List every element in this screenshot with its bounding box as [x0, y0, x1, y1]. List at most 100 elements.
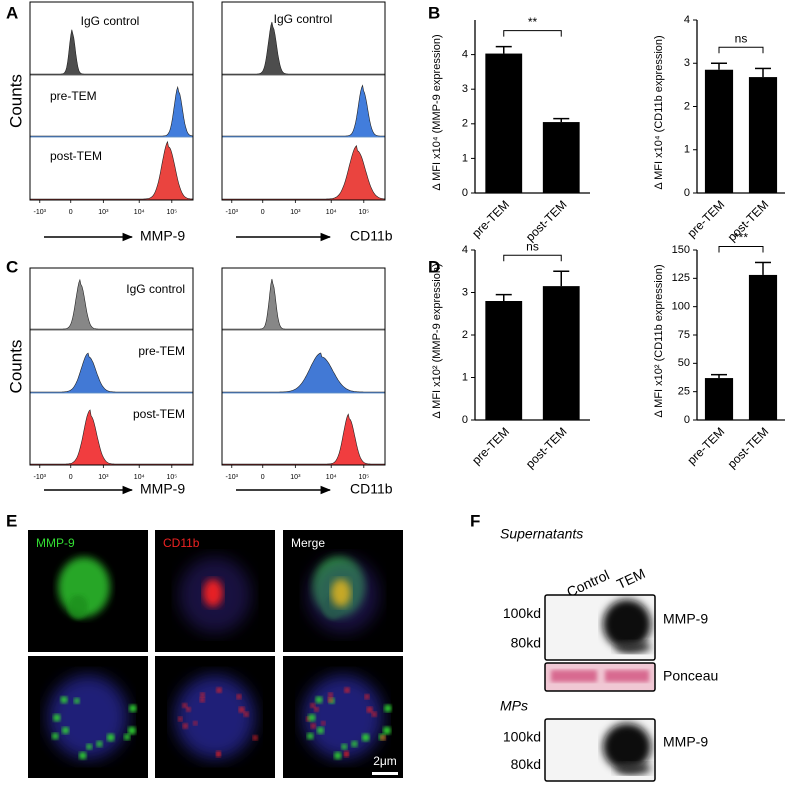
- histogram: [29, 352, 194, 394]
- histogram: [221, 352, 386, 394]
- histogram: [221, 145, 386, 201]
- stain-dot: [79, 751, 87, 760]
- size-marker: 80kd: [511, 634, 541, 650]
- stain-dot: [306, 732, 314, 740]
- channel-label: Merge: [291, 536, 325, 550]
- stain-dot: [361, 733, 370, 742]
- section-title: Supernatants: [500, 526, 583, 542]
- channel-label: MMP-9: [36, 536, 75, 550]
- stain-dot: [182, 703, 188, 708]
- size-marker: 100kd: [503, 728, 541, 744]
- stain-dot: [341, 743, 348, 750]
- stain-dot: [364, 694, 370, 700]
- y-tick-label: 0: [684, 414, 690, 426]
- channel-label: CD11b: [163, 536, 200, 550]
- significance-label: **: [528, 15, 538, 29]
- band: [603, 599, 651, 649]
- y-axis-label: Δ MFI x10² (MMP-9 expression): [431, 263, 443, 418]
- y-tick-label: 0: [684, 187, 690, 199]
- x-tick-label: 10⁵: [358, 474, 369, 481]
- panel-letter: D: [428, 257, 440, 276]
- stain-dot: [129, 704, 137, 713]
- x-tick-label: post-TEM: [725, 197, 772, 244]
- histogram: [29, 29, 194, 76]
- stain-dot: [51, 732, 59, 740]
- stain: [331, 579, 351, 607]
- panel-letter: E: [6, 511, 17, 530]
- y-axis-label: Counts: [6, 74, 25, 128]
- nucleus: [175, 675, 255, 759]
- stain-dot: [86, 743, 93, 750]
- plot-frame: [221, 267, 386, 466]
- plot-frame: [29, 267, 194, 466]
- y-tick-label: 150: [672, 244, 690, 256]
- y-tick-label: 4: [684, 14, 690, 26]
- stain-dot: [182, 723, 188, 729]
- stain-dot: [96, 740, 103, 748]
- size-marker: 80kd: [511, 756, 541, 772]
- panel-letter: A: [6, 3, 18, 22]
- row-label: pre-TEM: [50, 89, 97, 103]
- y-tick-label: 2: [462, 329, 468, 341]
- histogram: [29, 278, 194, 331]
- scale-bar: [372, 772, 398, 775]
- y-tick-label: 75: [678, 329, 690, 341]
- x-tick-label: 10⁵: [166, 209, 177, 216]
- error-bar: [711, 373, 727, 379]
- band-label: Ponceau: [663, 668, 718, 684]
- significance-label: ***: [734, 231, 748, 245]
- histogram: [29, 409, 194, 466]
- stain-dot: [185, 706, 191, 712]
- significance-bracket: [503, 254, 562, 262]
- x-tick-label: 0: [261, 209, 265, 216]
- stain-dot: [384, 704, 392, 713]
- scale-bar-label: 2μm: [373, 754, 397, 768]
- size-marker: 100kd: [503, 605, 541, 621]
- x-tick-label: 10⁴: [134, 209, 145, 216]
- stain-dot: [236, 694, 242, 700]
- x-tick-label: 10³: [98, 209, 109, 216]
- x-tick-label: -10³: [34, 209, 47, 216]
- y-tick-label: 3: [462, 286, 468, 298]
- stain-dot: [334, 751, 342, 760]
- stain-dot: [315, 696, 323, 704]
- stain-dot: [308, 714, 316, 722]
- x-tick-label: 10³: [290, 209, 301, 216]
- y-tick-label: 0: [462, 187, 468, 199]
- stain-dot: [238, 706, 245, 713]
- stain-dot: [61, 726, 70, 734]
- bar: [485, 53, 523, 194]
- y-tick-label: 4: [462, 244, 468, 256]
- error-bar: [495, 45, 512, 54]
- x-tick-label: 10³: [290, 474, 301, 481]
- stain-dot: [73, 697, 80, 704]
- stain-dot: [366, 706, 373, 713]
- significance-bracket: [503, 30, 562, 37]
- stain-dot: [53, 714, 61, 722]
- histogram: [221, 84, 386, 138]
- histogram: [221, 413, 386, 466]
- y-tick-label: 2: [462, 118, 468, 130]
- error-bar: [553, 117, 570, 123]
- stain-dot: [371, 711, 377, 717]
- marker-label: CD11b: [350, 228, 393, 244]
- stain-dot: [321, 720, 326, 726]
- histogram: [29, 85, 194, 138]
- panel-letter: B: [428, 3, 440, 22]
- histogram: [29, 140, 194, 201]
- plot-frame: [29, 1, 194, 201]
- histogram: [221, 278, 386, 331]
- x-tick-label: 10⁴: [134, 474, 145, 481]
- lane-label: TEM: [614, 565, 648, 592]
- stain-dot: [123, 733, 131, 741]
- stain-dot: [310, 723, 316, 729]
- stain-dot: [327, 697, 333, 703]
- stain-dot: [216, 752, 221, 758]
- panel-letter: F: [470, 511, 480, 530]
- ponceau-band: [605, 670, 649, 682]
- histogram: [221, 21, 386, 76]
- error-bar: [755, 67, 771, 78]
- bar: [748, 274, 778, 420]
- bar: [542, 122, 580, 193]
